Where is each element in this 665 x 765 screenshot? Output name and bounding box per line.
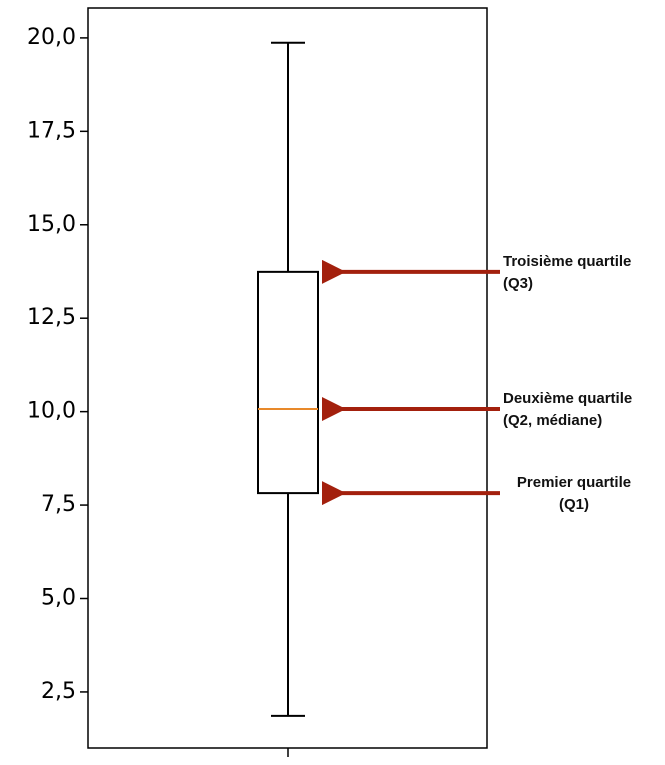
y-tick-label: 20,0	[27, 25, 76, 50]
annotation-text: (Q3)	[503, 275, 533, 292]
y-tick-label: 15,0	[27, 212, 76, 237]
annotation-text: Troisième quartile	[503, 253, 631, 270]
annotation-text: Premier quartile	[517, 474, 631, 491]
y-tick-label: 10,0	[27, 399, 76, 424]
annotation-text: Deuxième quartile	[503, 390, 632, 407]
y-tick-label: 5,0	[41, 586, 76, 611]
y-tick-label: 12,5	[27, 305, 76, 330]
annotation-text: (Q1)	[559, 496, 589, 513]
annotation-text: (Q2, médiane)	[503, 412, 602, 429]
y-tick-label: 17,5	[27, 118, 76, 143]
y-tick-label: 2,5	[41, 679, 76, 704]
y-tick-label: 7,5	[41, 492, 76, 517]
box	[257, 270, 319, 495]
